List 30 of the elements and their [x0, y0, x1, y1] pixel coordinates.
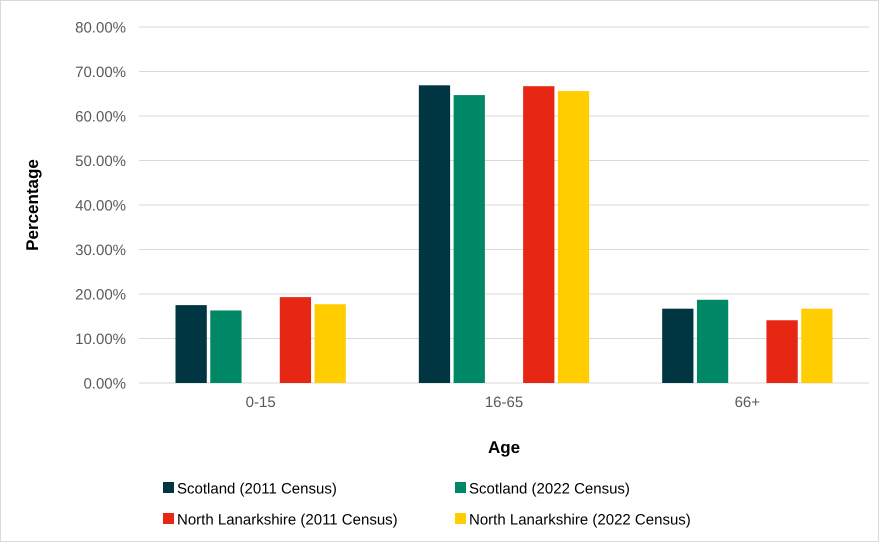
bar: [176, 305, 207, 383]
x-axis-title: Age: [488, 438, 520, 457]
bar: [280, 297, 312, 383]
y-tick-label: 20.00%: [75, 286, 126, 304]
legend-label: North Lanarkshire (2022 Census): [469, 511, 691, 528]
y-tick-label: 60.00%: [75, 108, 126, 126]
bar: [314, 304, 346, 383]
bar: [558, 91, 590, 383]
bar: [766, 320, 798, 383]
y-tick-label: 10.00%: [75, 330, 126, 348]
y-tick-label: 30.00%: [75, 242, 126, 259]
y-axis-title: Percentage: [23, 159, 42, 251]
bar: [210, 310, 242, 383]
x-tick-label: 0-15: [246, 394, 276, 411]
legend-label: North Lanarkshire (2011 Census): [177, 511, 398, 528]
bar: [801, 308, 832, 383]
bar: [523, 86, 554, 383]
legend-label: Scotland (2011 Census): [177, 480, 337, 498]
y-tick-label: 70.00%: [75, 64, 126, 81]
x-tick-label: 16-65: [484, 394, 524, 411]
y-tick-label: 80.00%: [75, 19, 126, 36]
legend-label: Scotland (2022 Census): [469, 480, 630, 498]
y-tick-label: 40.00%: [75, 197, 126, 214]
bar: [662, 308, 694, 383]
y-tick-label: 0.00%: [83, 375, 126, 392]
bar: [418, 85, 450, 383]
bar: [696, 300, 728, 383]
y-tick-label: 50.00%: [75, 152, 126, 170]
bar: [454, 95, 485, 383]
x-tick-label: 66+: [734, 394, 760, 411]
